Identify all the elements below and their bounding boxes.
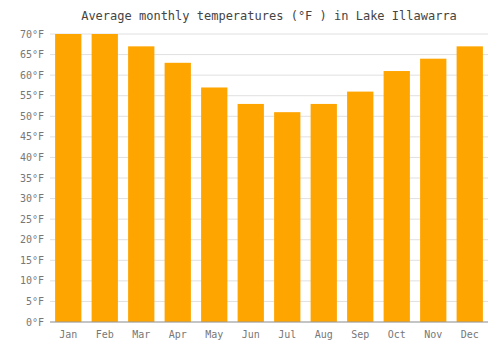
chart-svg: Average monthly temperatures (°F ) in La… [0,0,500,350]
y-tick-label: 40°F [20,152,44,163]
x-tick-label: Nov [424,329,442,340]
y-tick-label: 70°F [20,29,44,40]
bar [420,59,446,322]
x-tick-label: Apr [169,329,187,340]
x-tick-label: Jul [278,329,296,340]
bar [92,34,118,322]
bar [201,87,227,322]
grid-line [50,322,488,323]
chart-title: Average monthly temperatures (°F ) in La… [81,9,457,23]
bar [238,104,264,322]
x-axis-line [50,322,488,323]
y-tick-label: 45°F [20,131,44,142]
y-tick-label: 25°F [20,214,44,225]
x-tick-label: Jan [59,329,77,340]
x-tick-label: Sep [351,329,369,340]
bar [274,112,300,322]
bar [347,92,373,322]
bars [55,34,483,322]
y-tick-label: 20°F [20,234,44,245]
bar [384,71,410,322]
x-tick-label: Feb [96,329,114,340]
bar [128,46,154,322]
y-tick-label: 35°F [20,173,44,184]
chart-container: Average monthly temperatures (°F ) in La… [0,0,500,350]
x-tick-label: Dec [461,329,479,340]
y-tick-label: 5°F [26,296,44,307]
grid [50,34,488,322]
x-tick-label: Mar [132,329,150,340]
bar [311,104,337,322]
bar [55,34,81,322]
y-tick-label: 10°F [20,275,44,286]
x-tick-label: Aug [315,329,333,340]
y-tick-label: 0°F [26,317,44,328]
y-tick-label: 15°F [20,255,44,266]
bar [165,63,191,322]
y-tick-label: 30°F [20,193,44,204]
y-tick-label: 55°F [20,90,44,101]
x-tick-label: May [205,329,223,340]
y-tick-label: 50°F [20,111,44,122]
y-tick-label: 65°F [20,49,44,60]
y-tick-label: 60°F [20,70,44,81]
x-tick-label: Oct [388,329,406,340]
x-tick-label: Jun [242,329,260,340]
bar [457,46,483,322]
